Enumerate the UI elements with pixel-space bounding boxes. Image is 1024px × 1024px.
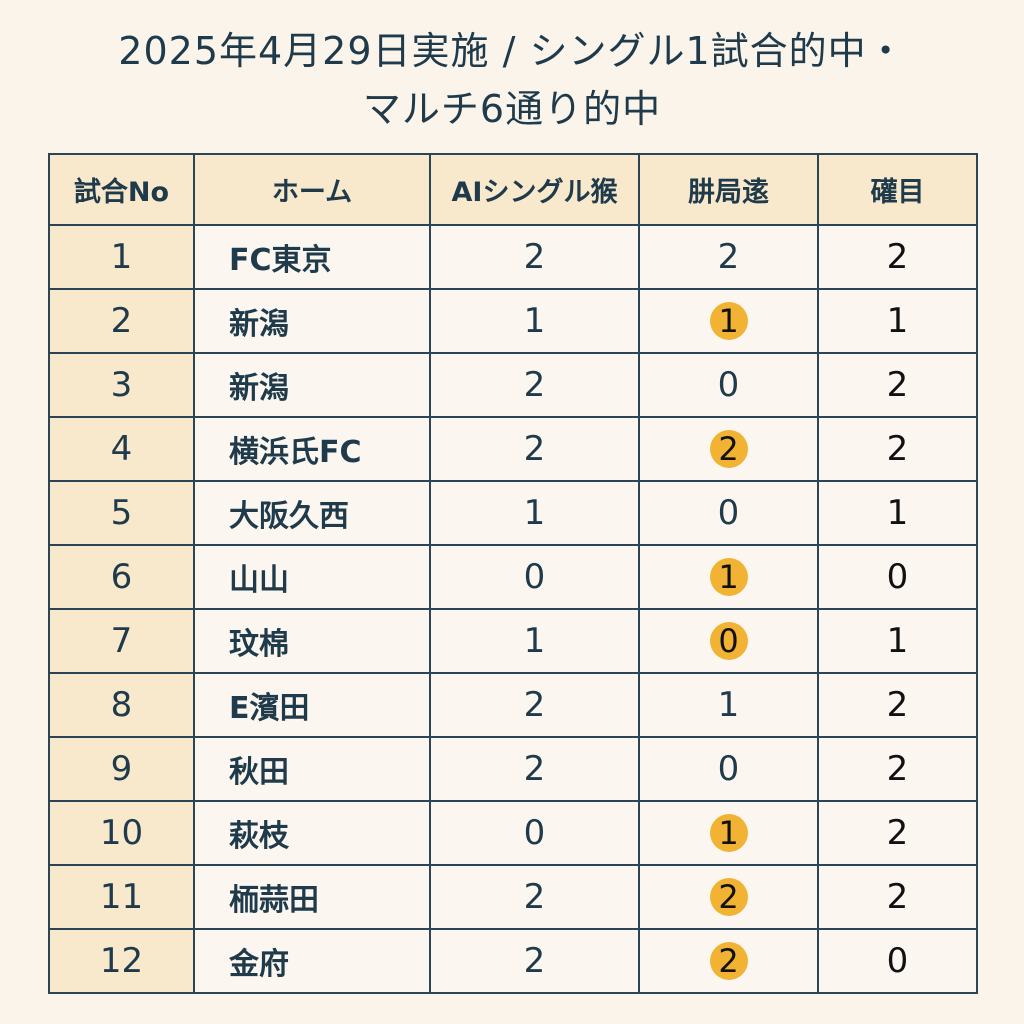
home-team-cell: 山山 — [193, 544, 431, 610]
hit-marker: 1 — [709, 302, 748, 340]
result-cell: 0 — [817, 544, 978, 610]
result-cell: 1 — [817, 608, 978, 674]
hit-marker: 1 — [709, 814, 748, 852]
table-row: 3 新潟 2 0 2 — [48, 352, 978, 418]
prediction-cell: 2 — [638, 224, 819, 290]
result-cell: 2 — [817, 416, 978, 482]
column-header-prediction: 肼局逺 — [638, 153, 819, 226]
hit-marker: 2 — [709, 878, 748, 916]
result-cell: 0 — [817, 928, 978, 994]
table-header: 試合No ホーム AIシングル猴 肼局逺 礶目 — [48, 153, 978, 226]
ai-single-cell: 1 — [429, 288, 640, 354]
result-cell: 2 — [817, 352, 978, 418]
result-cell: 2 — [817, 736, 978, 802]
prediction-value: 0 — [717, 749, 740, 789]
prediction-cell: 0 — [638, 736, 819, 802]
ai-single-cell: 2 — [429, 672, 640, 738]
page-title: 2025年4月29日実施 / シングル1試合的中・ マルチ6通り的中 — [0, 22, 1024, 138]
table-body: 1 FC東京 2 2 2 2 新潟 1 1 1 3 新潟 2 0 2 4 横浜氏FC 2 2 2 5 大阪久西 1 0 1 6 山山… — [48, 224, 978, 994]
table-row: 5 大阪久西 1 0 1 — [48, 480, 978, 546]
result-cell: 2 — [817, 864, 978, 930]
table-row: 8 E濱田 2 1 2 — [48, 672, 978, 738]
column-header-result: 礶目 — [817, 153, 978, 226]
match-no-cell: 10 — [48, 800, 195, 866]
table-row: 7 玟棉 1 0 1 — [48, 608, 978, 674]
table-row: 1 FC東京 2 2 2 — [48, 224, 978, 290]
prediction-value: 2 — [717, 237, 740, 277]
match-no-cell: 6 — [48, 544, 195, 610]
ai-single-cell: 1 — [429, 480, 640, 546]
home-team-cell: E濱田 — [193, 672, 431, 738]
match-no-cell: 5 — [48, 480, 195, 546]
ai-single-cell: 2 — [429, 864, 640, 930]
results-table: 試合No ホーム AIシングル猴 肼局逺 礶目 1 FC東京 2 2 2 2 新潟 1 1 1 3 新… — [48, 153, 978, 994]
prediction-cell: 1 — [638, 800, 819, 866]
home-team-cell: 新潟 — [193, 352, 431, 418]
ai-single-cell: 1 — [429, 608, 640, 674]
home-team-cell: 横浜氏FC — [193, 416, 431, 482]
table-row: 2 新潟 1 1 1 — [48, 288, 978, 354]
match-no-cell: 7 — [48, 608, 195, 674]
home-team-cell: 栭蒜田 — [193, 864, 431, 930]
prediction-cell: 0 — [638, 480, 819, 546]
ai-single-cell: 2 — [429, 928, 640, 994]
match-no-cell: 1 — [48, 224, 195, 290]
match-no-cell: 11 — [48, 864, 195, 930]
ai-single-cell: 2 — [429, 736, 640, 802]
match-no-cell: 3 — [48, 352, 195, 418]
home-team-cell: 大阪久西 — [193, 480, 431, 546]
prediction-cell: 1 — [638, 672, 819, 738]
prediction-cell: 2 — [638, 416, 819, 482]
result-cell: 2 — [817, 800, 978, 866]
hit-marker: 0 — [709, 622, 748, 660]
table-row: 10 萩枝 0 1 2 — [48, 800, 978, 866]
prediction-cell: 2 — [638, 928, 819, 994]
table-row: 11 栭蒜田 2 2 2 — [48, 864, 978, 930]
result-cell: 2 — [817, 224, 978, 290]
prediction-cell: 1 — [638, 288, 819, 354]
home-team-cell: 新潟 — [193, 288, 431, 354]
result-cell: 1 — [817, 288, 978, 354]
column-header-ai-single: AIシングル猴 — [429, 153, 640, 226]
result-cell: 2 — [817, 672, 978, 738]
prediction-cell: 2 — [638, 864, 819, 930]
hit-marker: 2 — [709, 942, 748, 980]
page-title-line-2: マルチ6通り的中 — [362, 87, 662, 131]
header-row: 試合No ホーム AIシングル猴 肼局逺 礶目 — [48, 153, 978, 226]
home-team-cell: 玟棉 — [193, 608, 431, 674]
ai-single-cell: 2 — [429, 224, 640, 290]
home-team-cell: 秋田 — [193, 736, 431, 802]
column-header-home: ホーム — [193, 153, 431, 226]
prediction-value: 0 — [717, 365, 740, 405]
ai-single-cell: 0 — [429, 544, 640, 610]
ai-single-cell: 2 — [429, 352, 640, 418]
prediction-cell: 1 — [638, 544, 819, 610]
column-header-match-no: 試合No — [48, 153, 195, 226]
ai-single-cell: 0 — [429, 800, 640, 866]
match-no-cell: 4 — [48, 416, 195, 482]
home-team-cell: 金府 — [193, 928, 431, 994]
match-no-cell: 2 — [48, 288, 195, 354]
result-cell: 1 — [817, 480, 978, 546]
prediction-value: 0 — [717, 493, 740, 533]
prediction-value: 1 — [717, 685, 740, 725]
home-team-cell: FC東京 — [193, 224, 431, 290]
table-row: 9 秋田 2 0 2 — [48, 736, 978, 802]
table-row: 12 金府 2 2 0 — [48, 928, 978, 994]
hit-marker: 2 — [709, 430, 748, 468]
page-title-line-1: 2025年4月29日実施 / シングル1試合的中・ — [118, 29, 906, 73]
prediction-cell: 0 — [638, 608, 819, 674]
match-no-cell: 9 — [48, 736, 195, 802]
match-no-cell: 8 — [48, 672, 195, 738]
match-no-cell: 12 — [48, 928, 195, 994]
table-row: 4 横浜氏FC 2 2 2 — [48, 416, 978, 482]
ai-single-cell: 2 — [429, 416, 640, 482]
home-team-cell: 萩枝 — [193, 800, 431, 866]
table-row: 6 山山 0 1 0 — [48, 544, 978, 610]
hit-marker: 1 — [709, 558, 748, 596]
prediction-cell: 0 — [638, 352, 819, 418]
